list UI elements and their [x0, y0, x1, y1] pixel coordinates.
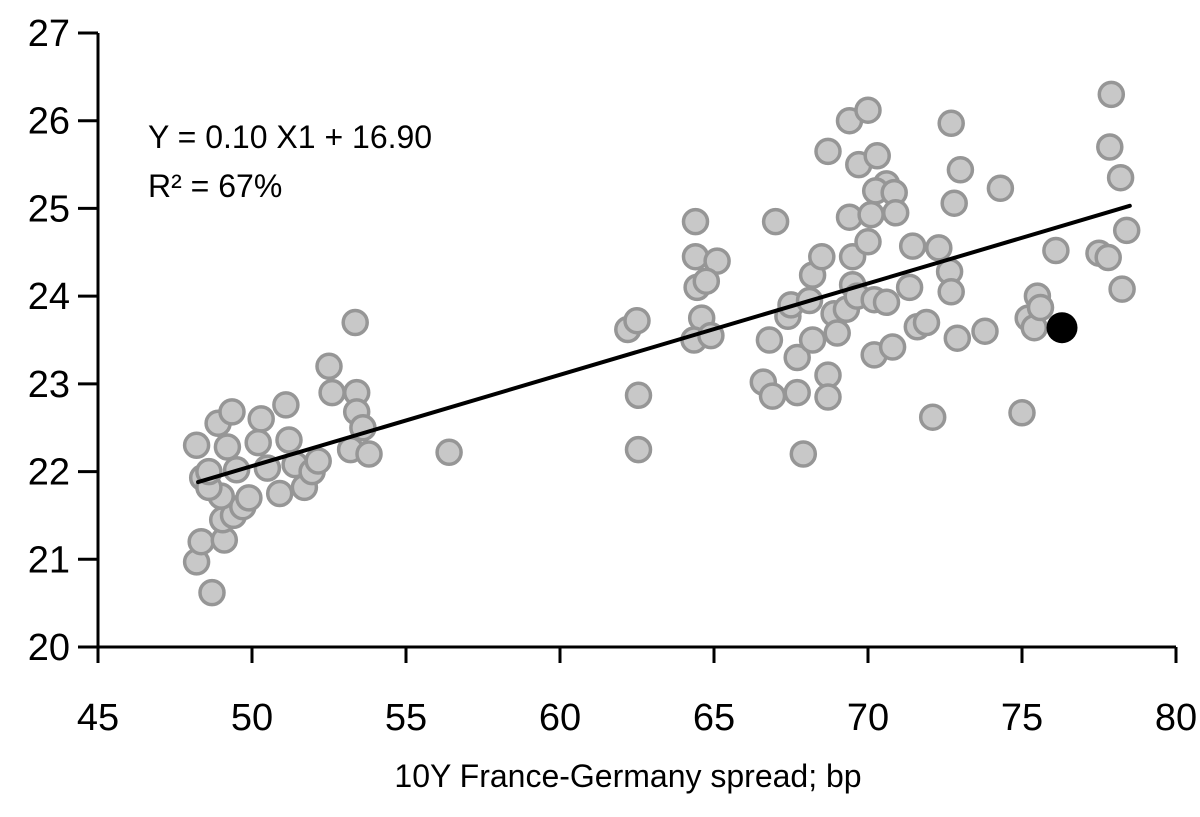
data-point [624, 435, 653, 464]
data-point [1112, 216, 1141, 245]
data-point [878, 333, 907, 361]
x-tick-label: 65 [693, 697, 735, 739]
y-tick-label: 21 [28, 539, 70, 581]
regression-line [196, 203, 1132, 485]
data-point [895, 273, 924, 302]
x-axis-title: 10Y France-Germany spread; bp [394, 758, 861, 794]
data-point [761, 207, 790, 236]
data-point [218, 398, 246, 426]
data-point [925, 234, 953, 262]
data-point [814, 137, 842, 166]
x-tick-label: 55 [385, 697, 427, 739]
data-point [937, 278, 965, 306]
data-point [304, 447, 332, 475]
y-tick-label: 20 [28, 627, 70, 669]
highlighted-point [1046, 312, 1078, 344]
data-point [798, 326, 827, 354]
x-tick-label: 80 [1155, 697, 1197, 739]
data-point [1106, 163, 1135, 192]
data-point [808, 242, 836, 271]
data-point [814, 383, 842, 411]
y-tick-label: 27 [28, 13, 70, 55]
data-point [823, 319, 851, 347]
data-point [182, 431, 211, 460]
data-point [940, 189, 968, 217]
data-point [937, 109, 965, 138]
data-point [783, 378, 811, 407]
data-point [692, 267, 721, 295]
data-point [275, 426, 303, 454]
data-point [681, 242, 710, 271]
data-point [272, 391, 300, 419]
x-tick-labels: 45 50 55 60 65 70 75 80 [77, 697, 1197, 739]
y-tick-label: 25 [28, 188, 70, 230]
equation-annotation: Y = 0.10 X1 + 16.90 [148, 119, 432, 155]
data-point [681, 207, 710, 236]
data-point [1096, 133, 1124, 161]
data-point [247, 405, 275, 433]
data-point [783, 343, 811, 372]
y-tick-label: 23 [28, 364, 70, 406]
data-point [198, 578, 226, 607]
data-point [881, 199, 910, 227]
data-point [623, 306, 651, 335]
data-point [341, 308, 369, 337]
r-squared-annotation: R² = 67% [148, 168, 282, 204]
data-point [315, 352, 343, 381]
x-tick-label: 50 [231, 697, 273, 739]
data-point [898, 232, 927, 260]
data-point [755, 326, 784, 354]
data-point [863, 142, 891, 170]
data-point [789, 440, 818, 468]
data-point [912, 308, 941, 337]
data-point [355, 440, 383, 468]
data-point [971, 317, 999, 345]
data-point [1097, 80, 1126, 109]
data-point [758, 382, 787, 410]
data-point [1008, 399, 1036, 427]
data-point [265, 479, 294, 508]
y-tick-label: 24 [28, 276, 70, 318]
data-point [857, 200, 885, 229]
data-point [1042, 236, 1070, 265]
x-tick-label: 45 [77, 697, 119, 739]
data-point [318, 378, 346, 407]
y-tick-labels: 20 21 22 23 24 25 26 27 [28, 13, 70, 669]
data-point [872, 288, 901, 317]
data-point [624, 381, 653, 410]
x-tick-label: 60 [539, 697, 581, 739]
data-point [235, 484, 263, 512]
data-point [1026, 293, 1055, 322]
data-point [435, 438, 463, 467]
data-point [1094, 243, 1122, 272]
y-tick-label: 22 [28, 452, 70, 494]
data-point [943, 324, 972, 352]
scatter-points [182, 80, 1141, 607]
data-point [187, 527, 215, 556]
data-point [244, 428, 272, 457]
data-point [918, 403, 947, 431]
data-point [854, 228, 882, 256]
data-point [946, 156, 975, 184]
data-point [854, 96, 882, 124]
y-tick-label: 26 [28, 101, 70, 143]
data-point [1108, 275, 1136, 303]
highlighted-point-layer [1046, 312, 1078, 344]
data-point [213, 433, 242, 461]
axes [78, 31, 1178, 663]
x-tick-label: 70 [847, 697, 889, 739]
data-point [986, 174, 1015, 203]
x-tick-label: 75 [1001, 697, 1043, 739]
